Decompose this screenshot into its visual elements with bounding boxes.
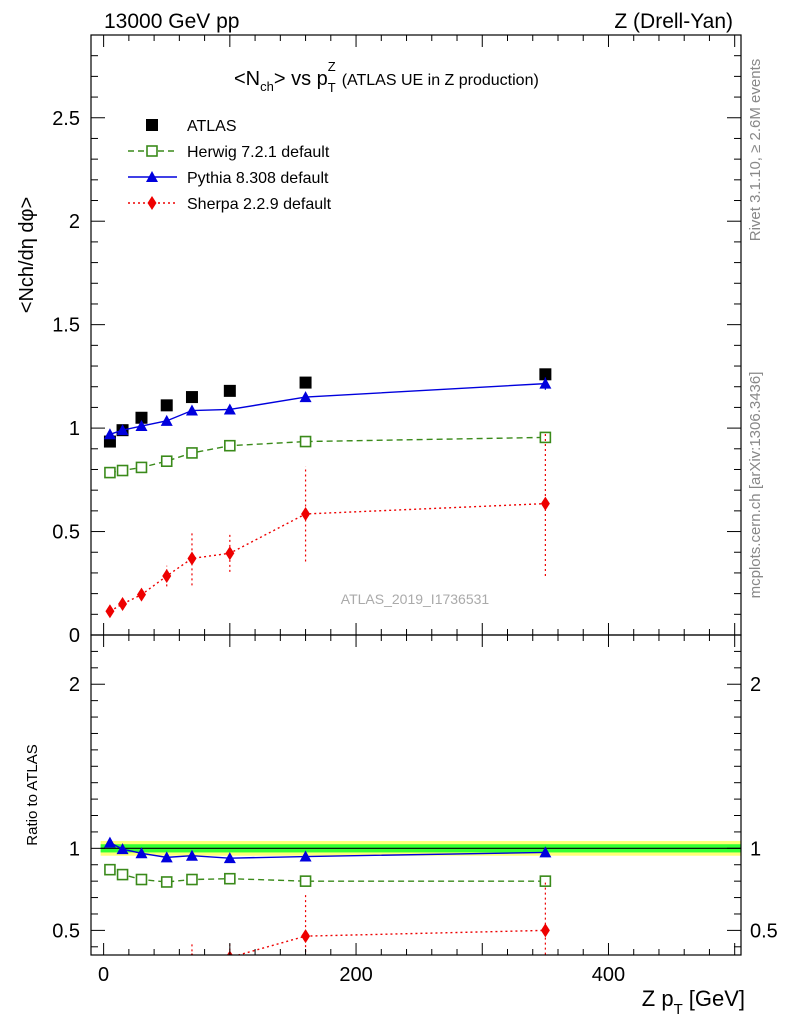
legend-marker-pythia [146, 171, 158, 182]
main-point-herwig [299, 435, 312, 448]
y-axis-title: <Nch/dη dφ> [16, 197, 38, 313]
ratio-point-pythia [135, 847, 148, 859]
main-point-herwig [104, 466, 116, 479]
ratio-y-tick-label: 1 [69, 838, 80, 860]
mcplots-label: mcplots.cern.ch [arXiv:1306.3436] [747, 372, 764, 599]
rivet-label: Rivet 3.1.10, ≥ 2.6M events [747, 59, 764, 242]
legend-marker-atlas [146, 119, 158, 131]
main-point-sherpa [162, 569, 172, 584]
ratio-point-pythia [116, 843, 129, 855]
x-axis-title: Z pT [GeV] [642, 986, 745, 1018]
main-point-pythia [223, 403, 236, 415]
main-series-pythia [103, 377, 552, 440]
main-point-atlas [539, 368, 552, 381]
main-series-sherpa [105, 431, 550, 619]
ratio-point-sherpa [137, 975, 146, 989]
y-tick-label: 2 [69, 211, 80, 233]
main-point-sherpa [118, 596, 128, 611]
main-point-pythia [116, 424, 129, 436]
ratio-point-pythia [185, 849, 198, 861]
ratio-y-tick-label-right: 0.5 [750, 920, 778, 942]
ratio-point-herwig [186, 873, 198, 886]
main-point-sherpa [301, 506, 311, 521]
main-point-pythia [185, 404, 198, 416]
x-tick-label: 400 [592, 964, 625, 986]
main-point-pythia [103, 428, 116, 440]
legend-marker-herwig [146, 145, 158, 157]
plot-title: <Nch> vs pTZ(ATLAS UE in Z production) [234, 59, 539, 95]
main-point-sherpa [187, 551, 197, 566]
main-point-atlas [223, 384, 236, 397]
analysis-watermark: ATLAS_2019_I1736531 [341, 591, 490, 607]
main-series-herwig [104, 431, 552, 479]
ratio-point-sherpa [162, 964, 171, 978]
main-point-herwig [135, 461, 148, 474]
x-tick-label: 200 [339, 964, 372, 986]
ratio-series-herwig [104, 863, 552, 888]
ratio-point-sherpa [118, 981, 127, 995]
main-line-pythia [109, 382, 546, 435]
main-point-herwig [116, 464, 129, 477]
ratio-point-pythia [223, 852, 236, 864]
ratio-line-herwig [109, 869, 546, 883]
main-point-atlas [185, 391, 198, 404]
main-point-herwig [224, 439, 236, 452]
ratio-line-sherpa [235, 929, 546, 955]
ratio-series-pythia [103, 836, 552, 864]
y-tick-label: 1 [69, 418, 80, 440]
main-series-atlas [103, 368, 552, 448]
main-point-atlas [160, 399, 173, 412]
ratio-point-pythia [103, 836, 116, 848]
x-tick-label: 0 [98, 964, 109, 986]
ratio-point-herwig [299, 875, 312, 887]
main-line-herwig [109, 436, 546, 474]
main-point-sherpa [225, 546, 235, 561]
main-point-atlas [135, 411, 148, 424]
ratio-point-herwig [116, 868, 129, 881]
legend-label-herwig: Herwig 7.2.1 default [187, 144, 330, 161]
ratio-y-tick-label-right: 1 [750, 838, 761, 860]
header-right: Z (Drell-Yan) [614, 10, 733, 33]
ratio-y-tick-label-right: 2 [750, 674, 761, 696]
ratio-point-herwig [135, 873, 148, 886]
ratio-point-herwig [104, 863, 116, 876]
main-point-sherpa [540, 496, 550, 511]
y-tick-label: 2.5 [52, 108, 80, 130]
ratio-point-pythia [160, 851, 173, 863]
ratio-point-herwig [224, 872, 236, 885]
main-point-pythia [160, 414, 173, 426]
ratio-point-sherpa [540, 923, 550, 938]
y-tick-label: 0.5 [52, 522, 80, 544]
main-point-sherpa [105, 604, 115, 619]
main-point-pythia [135, 420, 148, 432]
ratio-point-pythia [539, 846, 552, 858]
main-point-herwig [160, 455, 173, 468]
ratio-axis-title: Ratio to ATLAS [24, 744, 41, 845]
ratio-point-sherpa [301, 929, 311, 944]
main-point-pythia [299, 391, 312, 403]
ratio-point-pythia [299, 850, 312, 862]
main-point-sherpa [136, 587, 146, 602]
ratio-point-sherpa [105, 986, 114, 1000]
header-left: 13000 GeV pp [104, 10, 239, 33]
main-point-atlas [299, 376, 312, 389]
ratio-y-tick-label: 0.5 [52, 920, 80, 942]
legend: ATLAS Herwig 7.2.1 default Pythia 8.308 de… [128, 118, 332, 213]
legend-label-sherpa: Sherpa 2.2.9 default [187, 196, 332, 213]
y-tick-label: 0 [69, 625, 80, 647]
legend-label-pythia: Pythia 8.308 default [187, 170, 329, 187]
ratio-series-sherpa [105, 881, 550, 1000]
y-tick-label: 1.5 [52, 315, 80, 337]
ratio-y-tick-label: 2 [69, 674, 80, 696]
ratio-point-herwig [539, 875, 552, 887]
legend-label-atlas: ATLAS [187, 118, 237, 135]
ratio-frame [90, 634, 742, 956]
ratio-point-herwig [160, 876, 173, 888]
main-point-herwig [186, 447, 198, 459]
main-point-herwig [539, 431, 552, 444]
legend-marker-sherpa [147, 196, 157, 210]
main-point-pythia [539, 377, 552, 389]
